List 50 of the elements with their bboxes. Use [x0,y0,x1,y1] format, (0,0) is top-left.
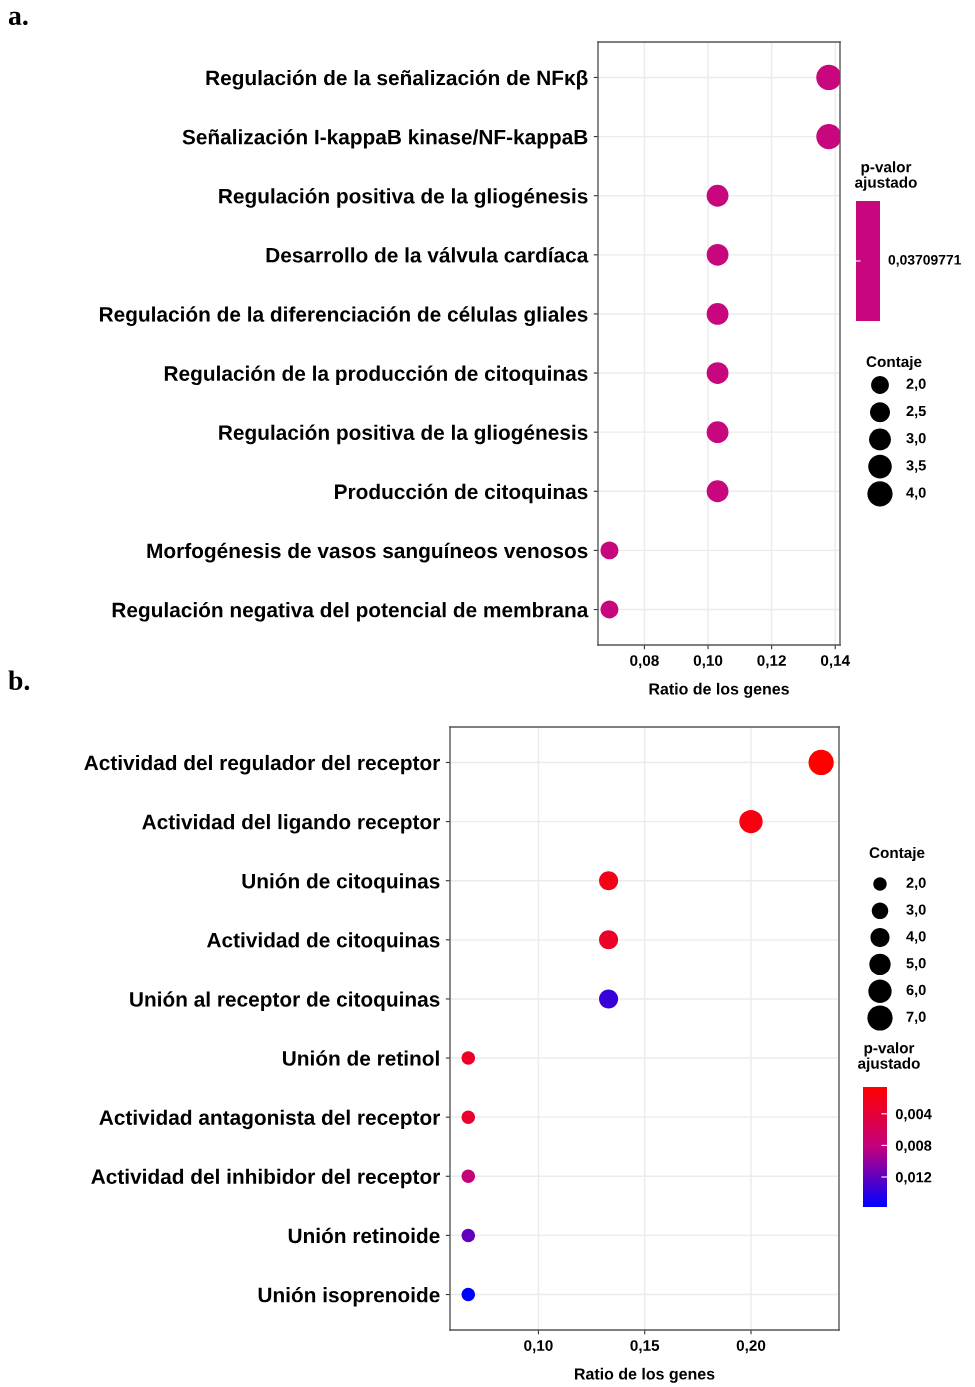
legend-label: 3,0 [906,432,926,446]
legend-label: 2,5 [906,405,926,419]
y-tick-label: Unión al receptor de citoquinas [130,991,440,1011]
y-tick-label: Regulación negativa del potencial de membrana [112,601,589,622]
y-tick-label: Regulación de la producción de citoquinas [164,365,588,386]
text: b. [8,670,30,691]
color-bar-title: p-valor ajustado [855,161,917,191]
y-tick-label: Unión isoprenoide [258,1286,440,1307]
y-tick-label: Actividad de citoquinas [206,932,440,952]
color-bar-label: 0,004 [895,1108,932,1122]
y-tick-label: Actividad del ligando receptor [142,814,440,834]
x-tick-label: 0,14 [820,655,851,669]
y-tick-label: Producción de citoquinas [335,483,588,504]
text: 0,03709771 [888,254,961,267]
legend-label: 2,0 [906,877,926,891]
legend-title: Contaje [866,355,922,371]
x-tick-label: 0,12 [757,655,786,669]
y-tick-label: Morfogénesis de vasos sanguíneos venosos [147,542,588,563]
legend-label: 5,0 [906,957,926,971]
y-tick-label: Actividad del inhibidor del receptor [91,1168,440,1189]
color-bar-title: p-valor ajustado [858,1042,920,1072]
legend-label: 7,0 [906,1011,926,1025]
y-tick-label: Desarrollo de la válvula cardíaca [266,247,589,263]
legend-title: Contaje [869,846,925,862]
legend-label: 2,0 [906,378,926,392]
x-tick-label: 0,15 [630,1340,660,1354]
legend-label: 6,0 [906,984,926,998]
y-tick-label: Actividad del regulador del receptor [84,754,440,775]
x-tick-label: 0,10 [693,655,723,669]
legend-label: 3,5 [906,460,926,473]
x-tick-label: 0,10 [524,1340,553,1354]
legend-label: 3,0 [906,904,926,917]
y-tick-label: Señalización I-kappaB kinase/NF-kappaB [182,128,588,149]
legend-label: 4,0 [906,487,926,500]
y-tick-label: Regulación positiva de la gliogénesis [219,188,588,208]
y-tick-label: Unión retinoide [288,1227,440,1244]
x-tick-label: 0,20 [736,1340,766,1354]
x-axis-title: Ratio de los genes [649,682,789,698]
legend-label: 4,0 [906,931,926,944]
x-tick-label: 0,08 [630,655,659,669]
color-bar-label: 0,008 [895,1140,932,1153]
y-tick-label: Regulación de la diferenciación de células gliales [99,306,588,326]
y-tick-label: Regulación de la señalización de NFκβ [206,69,588,90]
x-axis-title: Ratio de los genes [575,1367,715,1383]
y-tick-label: Regulación positiva de la gliogénesis [219,424,588,445]
color-bar-label: 0,012 [895,1172,932,1185]
y-tick-label: Actividad antagonista del receptor [99,1109,440,1130]
y-tick-label: Unión de citoquinas [242,873,440,893]
y-tick-label: Unión de retinol [282,1050,439,1066]
text: a. [8,11,28,26]
